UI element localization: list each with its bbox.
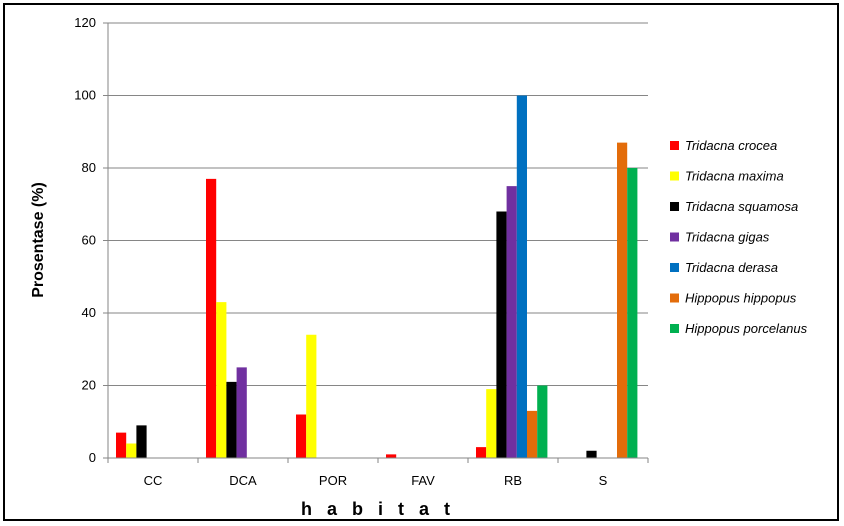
y-tick-label: 60 xyxy=(82,233,96,248)
bar xyxy=(586,450,597,458)
y-tick-label: 40 xyxy=(82,305,96,320)
x-axis-label: h a b i t a t xyxy=(301,499,455,519)
x-axis-ticks: CC DCA POR FAV RB S xyxy=(107,458,649,488)
y-axis-label: Prosentase (%) xyxy=(30,182,47,298)
grid-lines xyxy=(108,22,648,386)
x-tick-label: FAV xyxy=(411,473,435,488)
legend-swatch xyxy=(670,263,679,272)
legend-swatch xyxy=(670,324,679,333)
x-tick-label: S xyxy=(599,473,608,488)
bar xyxy=(627,168,638,458)
y-axis-ticks: 0 20 40 60 80 100 120 xyxy=(74,15,108,465)
bar xyxy=(306,334,317,458)
legend-swatch xyxy=(670,202,679,211)
y-tick-label: 80 xyxy=(82,160,96,175)
x-tick-label: POR xyxy=(319,473,347,488)
legend-label: Tridacna crocea xyxy=(685,138,777,153)
bar xyxy=(296,414,307,458)
bar xyxy=(216,302,227,458)
legend-swatch xyxy=(670,232,679,242)
bar xyxy=(506,186,517,458)
legend-label: Tridacna gigas xyxy=(685,230,770,245)
legend-label: Tridacna derasa xyxy=(685,260,778,275)
bar-chart: 0 20 40 60 80 100 120 CC DCA POR FAV RB S Prosentas… xyxy=(30,15,808,519)
bar xyxy=(617,142,628,458)
y-tick-label: 120 xyxy=(74,15,96,30)
x-tick-label: RB xyxy=(504,473,522,488)
bar xyxy=(126,443,137,458)
bar xyxy=(386,454,397,458)
bar xyxy=(537,385,548,458)
y-tick-label: 20 xyxy=(82,378,96,393)
bar xyxy=(516,95,527,458)
legend-label: Tridacna squamosa xyxy=(685,199,798,214)
legend-label: Tridacna maxima xyxy=(685,169,784,184)
x-tick-label: DCA xyxy=(229,473,257,488)
bars xyxy=(116,95,638,458)
legend-label: Hippopus porcelanus xyxy=(685,321,808,336)
legend-label: Hippopus hippopus xyxy=(685,291,797,306)
chart-frame: 0 20 40 60 80 100 120 CC DCA POR FAV RB S Prosentas… xyxy=(3,3,839,521)
legend-swatch xyxy=(670,293,679,303)
bar xyxy=(206,178,217,458)
legend-swatch xyxy=(670,171,679,181)
x-tick-label: CC xyxy=(144,473,163,488)
legend-swatch xyxy=(670,141,679,150)
bar xyxy=(486,389,497,458)
y-tick-label: 100 xyxy=(74,88,96,103)
bar xyxy=(136,425,147,458)
bar xyxy=(476,447,487,458)
legend: Tridacna crocea Tridacna maxima Tridacna s… xyxy=(670,138,808,336)
bar xyxy=(116,432,127,458)
bar xyxy=(226,381,237,458)
bar xyxy=(527,410,538,458)
y-tick-label: 0 xyxy=(89,450,96,465)
bar xyxy=(496,211,507,458)
bar xyxy=(236,367,247,458)
